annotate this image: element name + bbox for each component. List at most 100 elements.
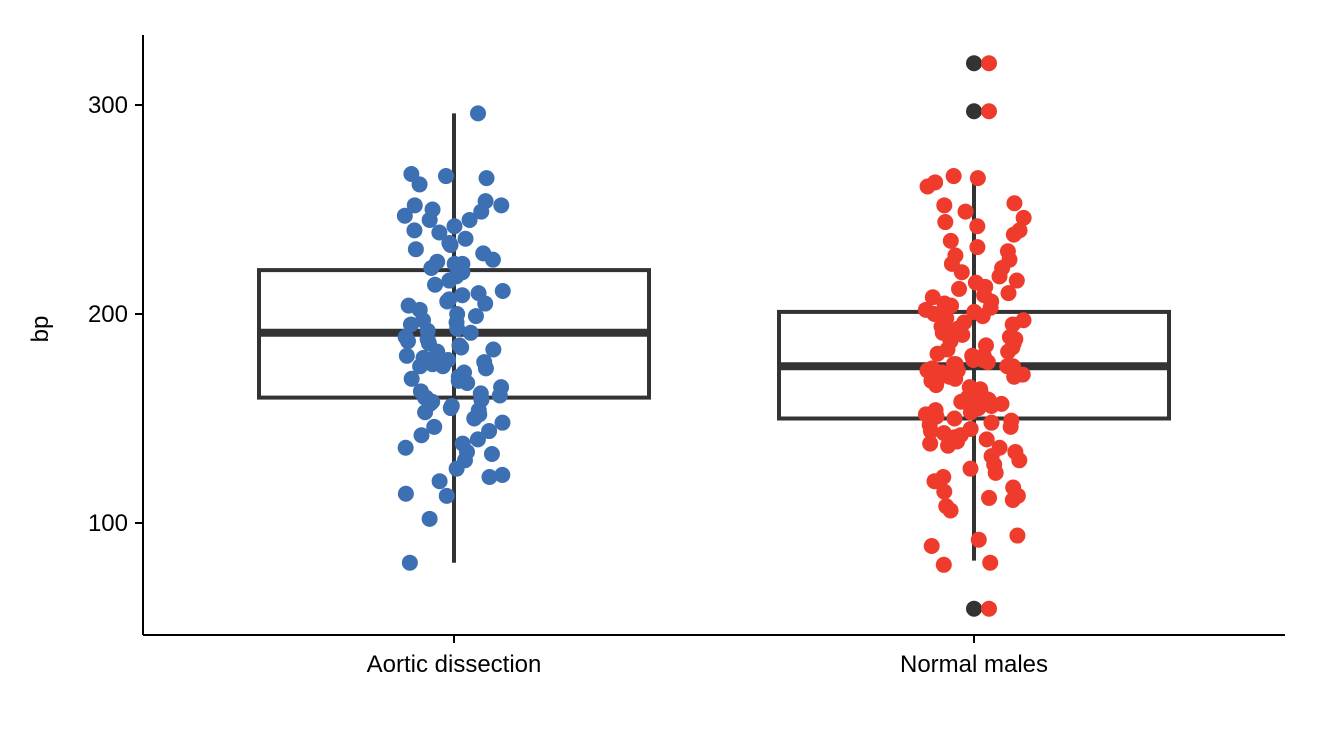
data-point-1-72 [1006,368,1023,385]
data-point-1-76 [928,377,945,394]
data-point-0-85 [413,427,430,444]
data-point-0-53 [429,343,446,360]
data-point-0-98 [421,510,438,527]
data-point-1-126 [935,556,952,573]
data-point-0-10 [396,207,413,224]
data-point-0-92 [448,460,465,477]
data-point-1-84 [953,393,970,410]
data-point-1-5 [919,178,936,195]
data-point-0-54 [398,347,415,364]
data-point-1-8 [957,203,974,220]
axis-ticks: Aortic dissection Normal males 100 200 300 [88,92,1048,678]
data-point-0-42 [402,316,419,333]
data-point-1-116 [936,483,953,500]
data-point-0-25 [423,260,440,277]
data-point-0-3 [478,170,495,187]
data-point-0-21 [484,251,501,268]
data-point-0-48 [399,333,416,350]
data-point-0-11 [421,211,438,228]
data-point-1-27 [1000,285,1017,302]
data-point-0-45 [462,324,479,341]
data-point-0-12 [461,211,478,228]
data-point-1-111 [962,460,979,477]
data-point-0-34 [439,293,456,310]
data-point-0-18 [442,237,459,254]
data-point-0-43 [449,320,466,337]
data-point-1-112 [987,464,1004,481]
data-point-0-61 [477,360,494,377]
data-point-1-15 [969,239,986,256]
data-point-0-90 [483,446,500,463]
data-point-0-0 [470,105,487,122]
data-point-1-32 [943,297,960,314]
data-point-0-97 [438,487,455,504]
data-point-1-96 [1002,418,1019,435]
data-point-0-32 [454,287,471,304]
data-point-0-14 [406,222,423,239]
y-tick-label-0: 100 [88,510,128,537]
data-point-1-92 [946,410,963,427]
data-point-0-95 [431,473,448,490]
data-point-1-9 [1015,209,1032,226]
data-point-1-26 [951,280,968,297]
data-point-0-4 [411,176,428,193]
outlier-point-1-2 [966,600,982,617]
data-point-1-73 [947,370,964,387]
data-point-0-39 [467,308,484,325]
x-tick-label-0: Aortic dissection [367,651,542,678]
data-point-1-89 [962,404,979,421]
data-point-0-30 [494,283,511,300]
x-tick-label-1: Normal males [900,651,1048,678]
data-point-0-59 [412,358,429,375]
data-point-1-23 [1008,272,1025,289]
data-point-1-13 [1005,226,1022,243]
data-point-1-6 [1006,195,1023,212]
data-point-0-35 [477,295,494,312]
data-point-0-16 [457,230,474,247]
data-point-0-81 [466,410,483,427]
data-point-1-114 [926,473,943,490]
data-point-1-41 [1004,316,1021,333]
outlier-point-1-1 [966,103,982,120]
y-axis-title: bp [27,316,54,343]
data-point-0-52 [485,341,502,358]
data-point-0-79 [417,404,434,421]
outlier-point-1-0 [966,55,982,72]
data-point-0-77 [442,400,459,417]
data-point-0-86 [469,431,486,448]
data-point-1-118 [981,489,998,506]
data-point-0-51 [453,339,470,356]
data-point-1-21 [953,264,970,281]
data-point-1-94 [983,414,1000,431]
data-point-1-122 [1009,527,1026,544]
data-point-1-7 [936,197,953,214]
data-point-1-61 [979,354,996,371]
data-point-0-99 [401,554,418,571]
data-point-0-88 [397,439,414,456]
data-point-1-127 [981,600,997,617]
data-point-0-66 [459,374,476,391]
data-point-0-64 [403,370,420,387]
data-point-0-83 [426,418,443,435]
data-point-0-84 [481,423,498,440]
data-point-1-102 [978,431,995,448]
data-point-0-15 [431,224,448,241]
data-point-1-1 [981,103,997,120]
data-point-1-124 [923,537,940,554]
data-point-0-7 [493,197,510,214]
data-point-1-105 [940,437,957,454]
y-tick-label-1: 200 [88,301,128,328]
data-point-1-123 [970,531,987,548]
data-point-0-93 [494,466,511,483]
data-point-1-55 [929,345,946,362]
data-point-1-86 [983,397,1000,414]
data-point-1-14 [942,232,959,249]
data-point-1-119 [1004,492,1021,509]
data-point-0-19 [407,241,424,258]
y-tick-label-2: 300 [88,92,128,119]
data-point-1-11 [969,218,986,235]
data-point-1-104 [922,435,939,452]
data-point-0-96 [397,485,414,502]
data-point-1-3 [969,170,986,187]
